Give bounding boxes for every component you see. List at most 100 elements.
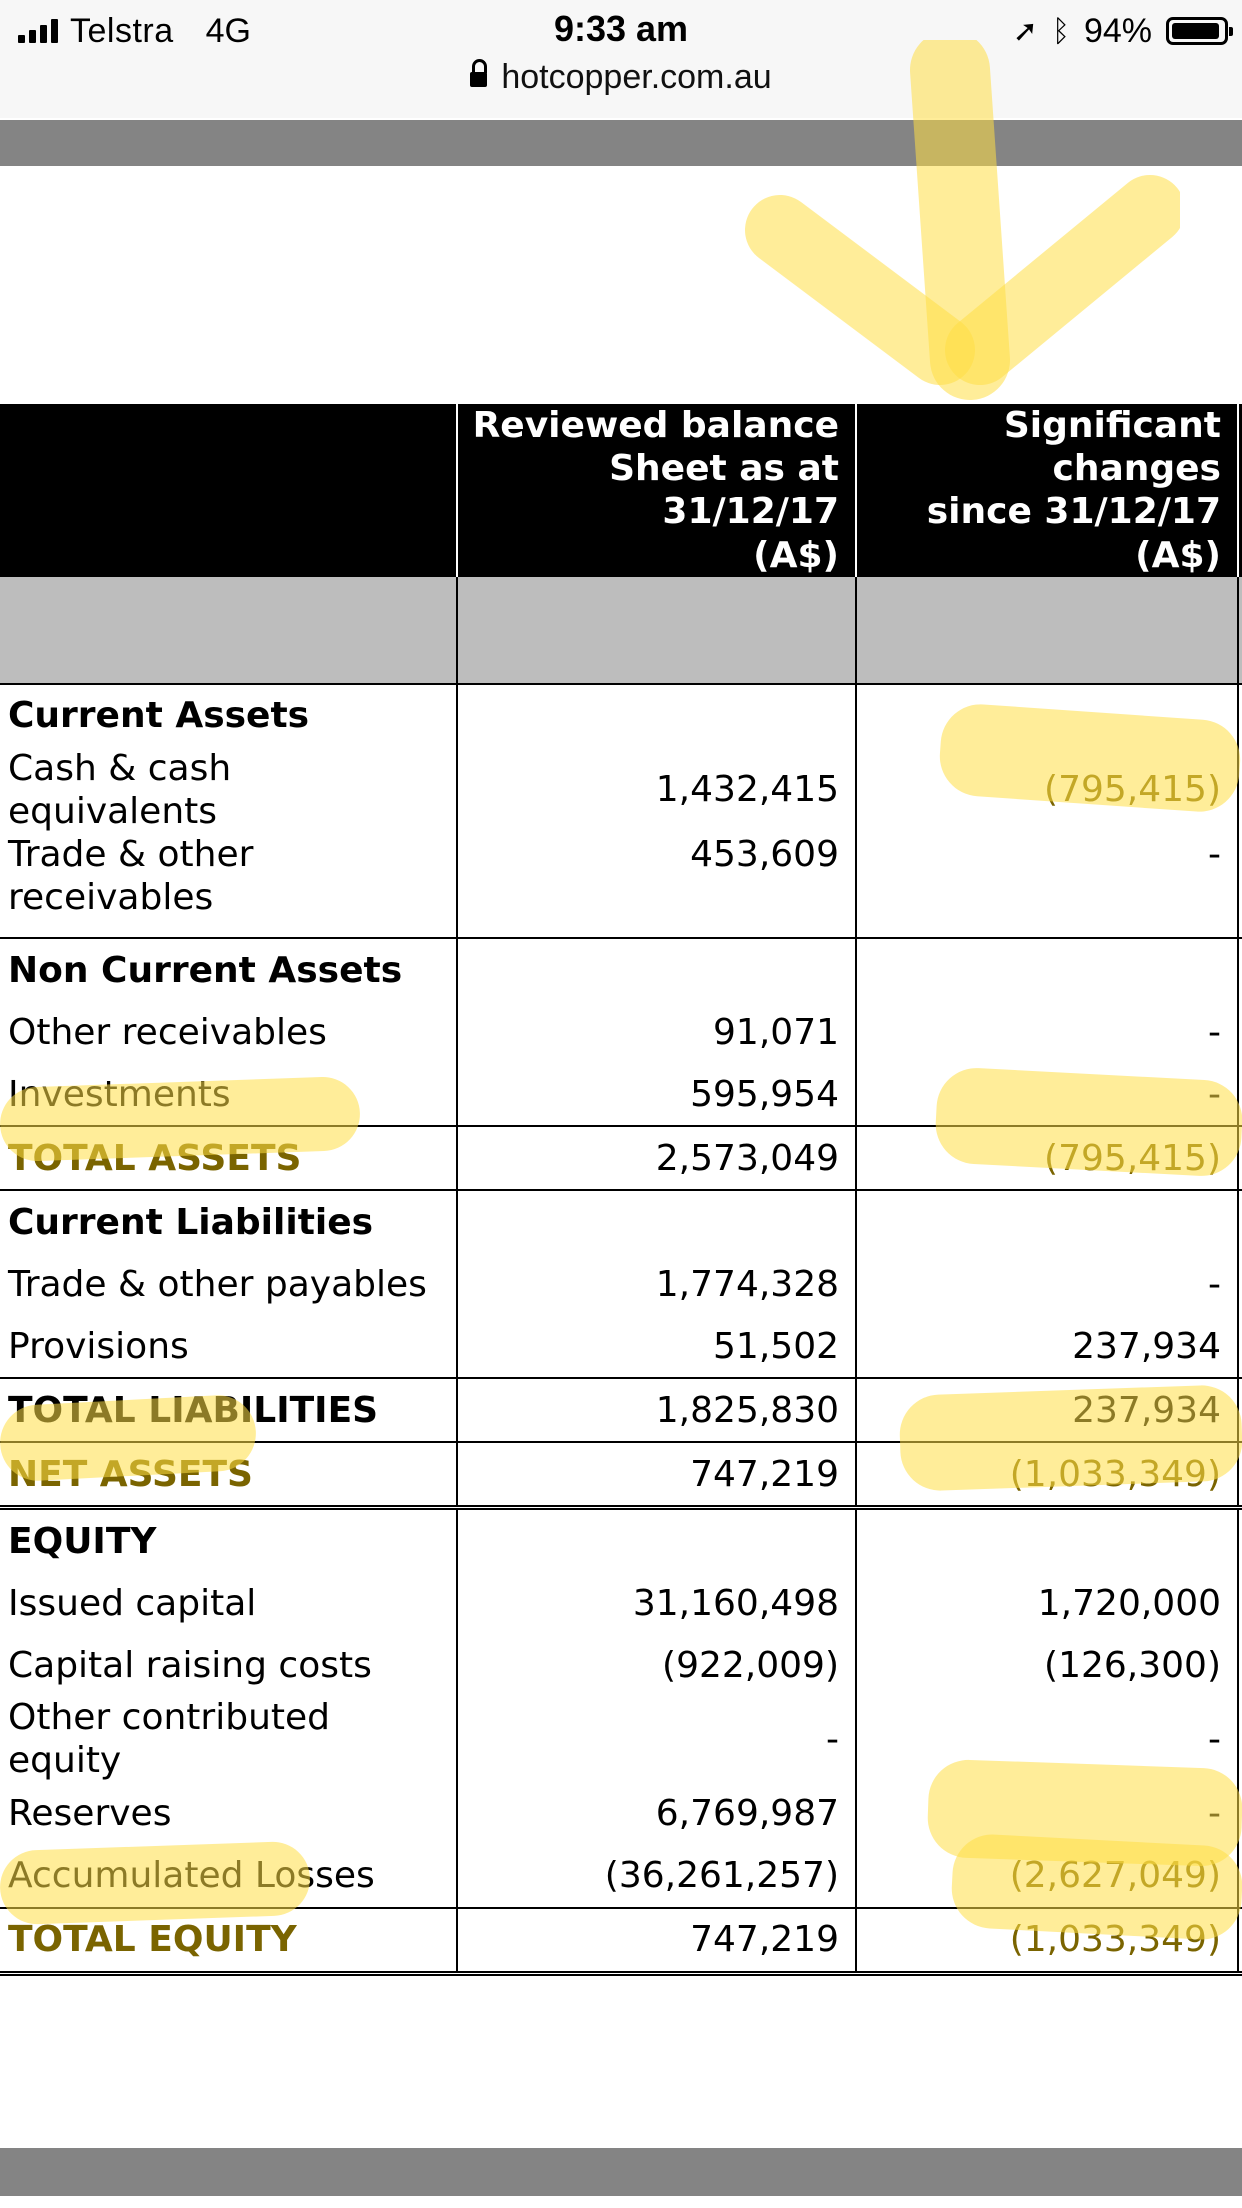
row-edge [1237,1507,1242,1573]
row-label: Trade & other receivables [0,833,457,940]
reviewed-value: 1,432,415 [456,746,856,834]
subheader-cell [855,576,1238,685]
row-edge [1237,683,1242,747]
row-edge [1237,1442,1242,1511]
table-row: Trade & other payables 1,774,328 - [0,1253,1242,1316]
subheader-cell [0,576,457,685]
row-label: Issued capital [8,1582,257,1624]
row-edge [1237,938,1242,1002]
reviewed-value: 31,160,498 [456,1572,856,1635]
row-edge [1237,1696,1242,1783]
reviewed-value: 2,573,049 [456,1126,856,1192]
header-edge [1237,404,1242,577]
header-changes-line1: Significant changes [1003,405,1221,490]
change-value [855,1190,1238,1254]
reviewed-value: 91,071 [456,1001,856,1064]
reviewed-value: 6,769,987 [456,1782,856,1845]
subheader-cell [1237,576,1242,685]
highlight-total-assets-change [933,1066,1242,1178]
highlight-net-assets-change [898,1384,1242,1492]
row-edge [1237,1572,1242,1635]
carrier-name: Telstra [70,11,174,50]
row-edge [1237,1001,1242,1064]
row-edge [1237,1253,1242,1316]
battery-level-fill [1172,23,1219,39]
header-reviewed: Reviewed balance Sheet as at 31/12/17 (A… [456,404,856,577]
change-value: 1,720,000 [855,1572,1238,1635]
subheader-cell [456,576,856,685]
address-bar[interactable]: hotcopper.com.au [0,58,1242,97]
row-edge [1237,1634,1242,1697]
reviewed-value: 453,609 [456,833,856,940]
table-header-row: Reviewed balance Sheet as at 31/12/17 (A… [0,404,1242,577]
row-label: Reserves [8,1792,172,1834]
row-edge [1237,833,1242,940]
row-edge [1237,1907,1242,1976]
reviewed-value: 1,774,328 [456,1253,856,1316]
header-changes-line2: since 31/12/17 [926,491,1221,533]
highlight-total-equity-label [0,1840,312,1926]
table-row: Issued capital 31,160,498 1,720,000 [0,1572,1242,1635]
change-value [855,938,1238,1002]
row-edge [1237,1315,1242,1380]
battery-icon [1166,17,1233,45]
bluetooth-icon: ᛒ [1051,13,1070,49]
table-row: Non Current Assets [0,938,1242,1002]
change-value [855,1507,1238,1573]
header-reviewed-line2: Sheet as at 31/12/17 [609,448,839,533]
header-changes-line3: (A$) [1135,534,1221,576]
header-reviewed-line1: Reviewed balance [472,405,839,446]
table-row: Current Liabilities [0,1190,1242,1254]
highlight-total-equity-change [949,1832,1242,1942]
highlight-net-assets-label [0,1393,258,1483]
table-row: Provisions 51,502 237,934 [0,1315,1242,1380]
url-text: hotcopper.com.au [501,58,772,96]
row-label: Other receivables [8,1011,327,1053]
row-label: EQUITY [8,1520,157,1562]
row-label: Current Assets [8,695,310,737]
row-edge [1237,1190,1242,1254]
change-value: - [855,833,1238,940]
lock-icon [470,59,488,90]
header-label-col [0,404,457,577]
row-edge [1237,1126,1242,1192]
reviewed-value: 51,502 [456,1315,856,1380]
location-icon: ➚ [1012,13,1038,49]
table-row: EQUITY [0,1507,1242,1573]
status-right: ➚ ᛒ 94% [1012,10,1233,52]
reviewed-value: 1,825,830 [456,1378,856,1444]
reviewed-value: 747,219 [456,1442,856,1511]
row-label: Current Liabilities [8,1201,374,1243]
row-label: Trade & other payables [8,1263,427,1305]
highlighter-arrow-icon [745,40,1180,400]
row-label: Provisions [0,1315,457,1380]
status-left: Telstra 4G [18,10,251,52]
status-bar: Telstra 4G 9:33 am hotcopper.com.au ➚ ᛒ … [0,0,1242,118]
balance-sheet-table: Reviewed balance Sheet as at 31/12/17 (A… [0,404,1242,1976]
reviewed-value [456,1190,856,1254]
reviewed-value [456,938,856,1002]
reviewed-value [456,683,856,747]
reviewed-value: 595,954 [456,1063,856,1128]
reviewed-value [456,1507,856,1573]
signal-icon [18,19,58,43]
reviewed-value: 747,219 [456,1907,856,1976]
row-label: Other contributed equity [8,1697,330,1782]
reviewed-value: (36,261,257) [456,1844,856,1909]
row-label: Non Current Assets [8,949,403,991]
highlight-total-assets-label [0,1075,362,1163]
network-type: 4G [205,11,251,50]
change-value: - [855,1253,1238,1316]
reviewed-value: - [456,1696,856,1783]
battery-percent: 94% [1083,11,1152,50]
change-value: 237,934 [855,1315,1238,1380]
row-label: Cash & cash equivalents [8,747,232,832]
table-row: Capital raising costs (922,009) (126,300… [0,1634,1242,1697]
change-value: (126,300) [855,1634,1238,1697]
header-changes: Significant changes since 31/12/17 (A$) [855,404,1238,577]
table-subheader-row [0,576,1242,685]
reviewed-value: (922,009) [456,1634,856,1697]
header-reviewed-line3: (A$) [753,534,839,576]
table-row: Other receivables 91,071 - [0,1001,1242,1064]
table-row: Trade & other receivables 453,609 - [0,833,1242,940]
